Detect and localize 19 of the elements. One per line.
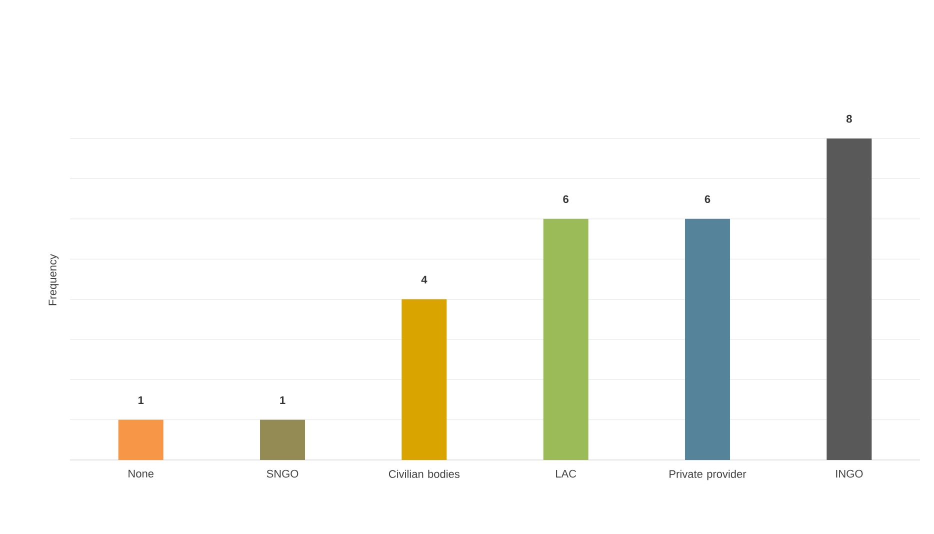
- x-tick-label: LAC: [556, 470, 576, 478]
- x-tick-label: SNGO: [266, 470, 298, 478]
- x-tick-label: Private provider: [670, 470, 746, 480]
- y-axis-title: Frequency: [48, 254, 59, 306]
- bar: [685, 218, 730, 460]
- bar: [260, 420, 306, 460]
- x-tick-label: None: [128, 470, 154, 478]
- bar: [543, 218, 588, 460]
- data-label: 1: [280, 396, 286, 404]
- x-tick-label: INGO: [836, 470, 863, 478]
- bar: [402, 299, 447, 460]
- bar: [118, 420, 164, 460]
- x-tick-label: Civilian bodies: [388, 470, 460, 478]
- bar: [826, 138, 872, 460]
- data-label: 6: [563, 195, 568, 204]
- data-label: 4: [421, 276, 428, 284]
- data-label: 8: [846, 114, 852, 123]
- data-label: 1: [138, 396, 144, 404]
- data-label: 6: [704, 195, 710, 204]
